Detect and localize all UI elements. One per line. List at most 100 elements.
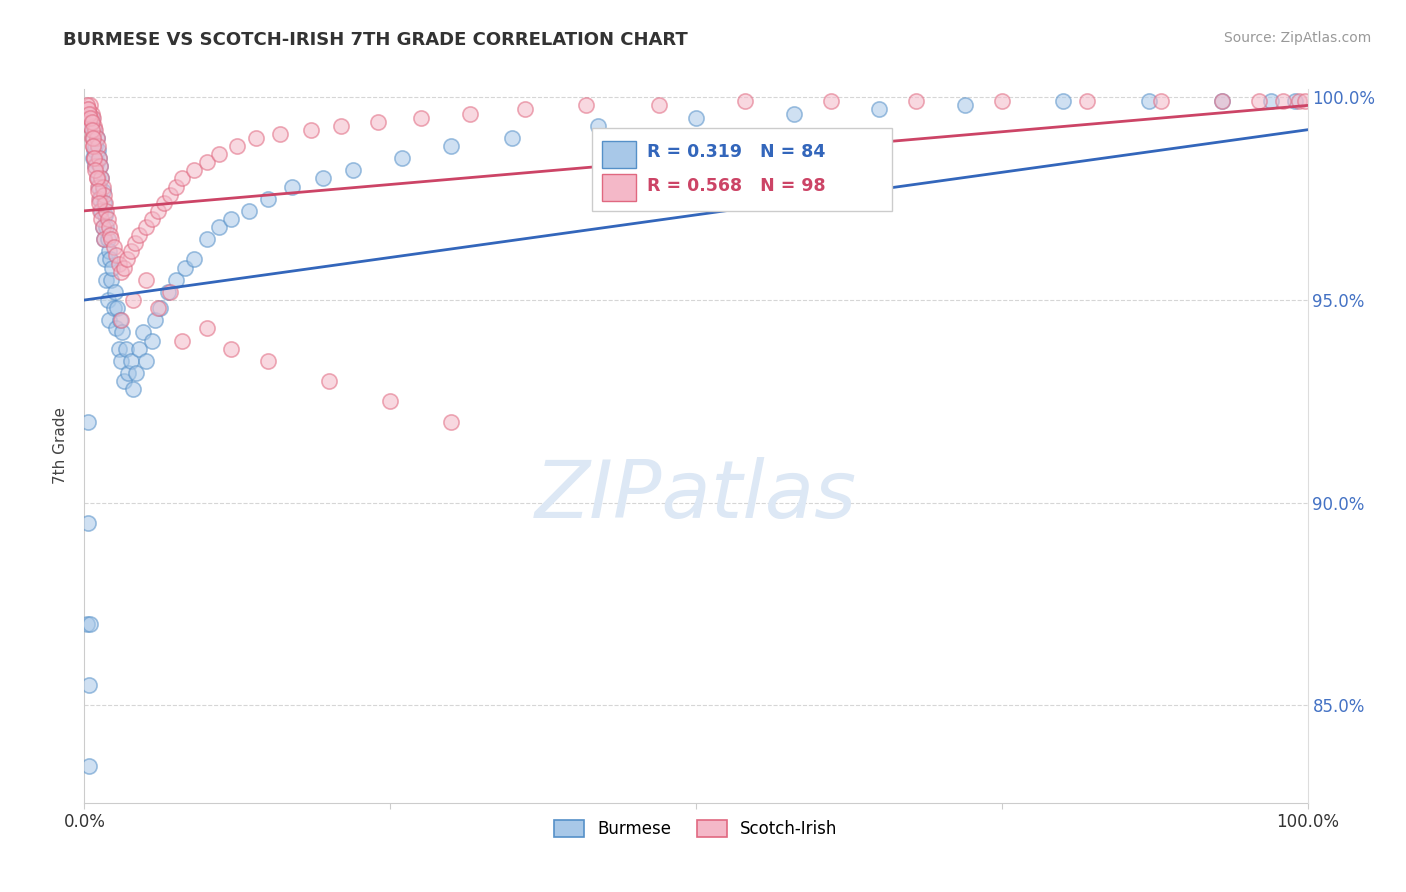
Point bbox=[80, 131, 103, 145]
Point bbox=[98, 252, 121, 267]
Point bbox=[112, 374, 135, 388]
Legend: Burmese, Scotch-Irish: Burmese, Scotch-Irish bbox=[548, 813, 844, 845]
Point bbox=[87, 184, 110, 198]
Point bbox=[1272, 95, 1295, 109]
Point bbox=[128, 228, 150, 243]
Point bbox=[79, 119, 101, 133]
Point bbox=[440, 415, 463, 429]
Point bbox=[783, 106, 806, 120]
Point bbox=[87, 192, 110, 206]
Point bbox=[1260, 95, 1282, 109]
Point bbox=[87, 151, 110, 165]
Point bbox=[87, 171, 110, 186]
Point bbox=[77, 516, 100, 530]
Point bbox=[87, 179, 110, 194]
Point bbox=[869, 103, 891, 117]
Point bbox=[96, 273, 118, 287]
Point bbox=[101, 260, 124, 275]
Point bbox=[79, 98, 101, 112]
Point bbox=[96, 203, 118, 218]
Point bbox=[156, 285, 179, 299]
Point bbox=[111, 326, 134, 340]
Point bbox=[86, 171, 108, 186]
Point bbox=[115, 342, 138, 356]
Point bbox=[91, 184, 114, 198]
Point bbox=[77, 415, 100, 429]
Point bbox=[96, 220, 118, 235]
Point bbox=[90, 211, 112, 226]
Bar bbox=[602, 174, 636, 202]
Point bbox=[82, 139, 104, 153]
Text: R = 0.568   N = 98: R = 0.568 N = 98 bbox=[647, 177, 825, 194]
Point bbox=[513, 103, 536, 117]
Point bbox=[77, 111, 100, 125]
Point bbox=[110, 354, 132, 368]
Point bbox=[1211, 95, 1233, 109]
Point bbox=[83, 122, 105, 136]
Point bbox=[1211, 95, 1233, 109]
Point bbox=[80, 106, 103, 120]
Point bbox=[104, 285, 127, 299]
Point bbox=[172, 171, 194, 186]
Point bbox=[107, 256, 129, 270]
Point bbox=[77, 759, 100, 773]
Point bbox=[575, 98, 598, 112]
Point bbox=[86, 155, 108, 169]
Point bbox=[83, 151, 105, 165]
Point bbox=[87, 151, 110, 165]
Point bbox=[165, 273, 187, 287]
Point bbox=[89, 159, 111, 173]
Point bbox=[159, 285, 181, 299]
Point bbox=[87, 143, 110, 157]
Point bbox=[440, 139, 463, 153]
Point bbox=[409, 111, 432, 125]
Point bbox=[94, 195, 117, 210]
Point bbox=[76, 98, 98, 112]
Point bbox=[219, 342, 242, 356]
Point bbox=[87, 195, 110, 210]
Point bbox=[149, 301, 172, 315]
Point bbox=[380, 394, 402, 409]
Point bbox=[195, 321, 218, 335]
Point bbox=[93, 195, 115, 210]
Point bbox=[820, 95, 842, 109]
Bar bbox=[602, 141, 636, 168]
Point bbox=[219, 211, 242, 226]
Point bbox=[124, 236, 146, 251]
Point bbox=[734, 95, 756, 109]
Point bbox=[648, 98, 671, 112]
Point bbox=[89, 192, 111, 206]
Point bbox=[245, 131, 267, 145]
Point bbox=[97, 220, 120, 235]
Point bbox=[122, 293, 145, 307]
Point bbox=[97, 293, 120, 307]
Point bbox=[146, 301, 169, 315]
Point bbox=[991, 95, 1014, 109]
Point bbox=[103, 240, 125, 254]
Point bbox=[90, 171, 112, 186]
Point bbox=[86, 131, 108, 145]
Point bbox=[1052, 95, 1074, 109]
Point bbox=[120, 244, 142, 259]
Point bbox=[122, 382, 145, 396]
Point bbox=[238, 203, 260, 218]
Point bbox=[120, 354, 142, 368]
Point bbox=[97, 244, 120, 259]
Point bbox=[257, 354, 280, 368]
Point bbox=[208, 220, 231, 235]
Point bbox=[269, 127, 291, 141]
Point bbox=[458, 106, 481, 120]
Point bbox=[84, 122, 107, 136]
Point bbox=[100, 232, 122, 246]
Point bbox=[117, 366, 139, 380]
Point bbox=[141, 334, 163, 348]
Point bbox=[502, 131, 524, 145]
Point bbox=[1247, 95, 1270, 109]
Point bbox=[108, 313, 131, 327]
Point bbox=[318, 374, 340, 388]
Point bbox=[83, 143, 105, 157]
Point bbox=[110, 265, 132, 279]
Point bbox=[87, 179, 110, 194]
Point bbox=[94, 252, 117, 267]
Point bbox=[89, 203, 111, 218]
